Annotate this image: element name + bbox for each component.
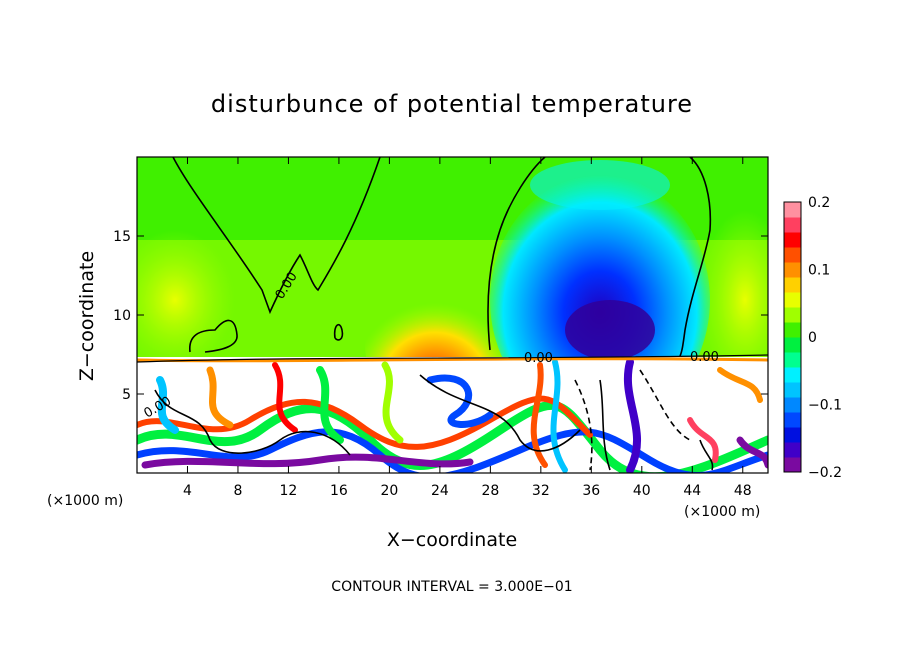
cyan-upper: [530, 160, 670, 210]
colorbar-swatch: [784, 247, 801, 263]
colorbar-swatch: [784, 352, 801, 368]
colorbar: 0.2 0.1 0 −0.1 −0.2: [783, 195, 842, 481]
x-tick-label: 48: [734, 483, 752, 499]
colorbar-swatch: [784, 442, 801, 458]
colorbar-swatch: [784, 337, 801, 353]
colorbar-swatch: [784, 292, 801, 308]
plot-area: 0.00 0.00 0.00 0.00: [137, 157, 768, 473]
colorbar-swatch: [784, 307, 801, 323]
colorbar-swatch: [784, 397, 801, 413]
x-tick-label: 32: [532, 483, 550, 499]
x-tick-label: 4: [183, 483, 192, 499]
colorbar-tick-label: 0.2: [808, 195, 830, 211]
x-tick-label: 24: [431, 483, 449, 499]
colorbar-swatch: [784, 277, 801, 293]
colorbar-tick-label: 0.1: [808, 263, 830, 279]
y-tick-label: 10: [113, 308, 131, 324]
colorbar-swatch: [784, 217, 801, 233]
colorbar-swatch: [784, 322, 801, 338]
colorbar-swatch: [784, 412, 801, 428]
x-axis-title: X−coordinate: [387, 529, 517, 551]
colorbar-frame: [783, 201, 802, 473]
colorbar-swatch: [784, 232, 801, 248]
yellow-blob-left: [137, 230, 235, 370]
contour-interval-note: CONTOUR INTERVAL = 3.000E−01: [331, 579, 572, 595]
y-tick-label: 5: [122, 387, 131, 403]
colorbar-swatch: [784, 427, 801, 443]
colorbar-tick-label: −0.1: [808, 398, 842, 414]
x-unit-right: (×1000 m): [684, 504, 760, 520]
colorbar-tick-label: 0: [808, 330, 817, 346]
y-axis-title: Z−coordinate: [76, 251, 98, 381]
x-unit-left: (×1000 m): [47, 493, 123, 509]
colorbar-swatch: [784, 382, 801, 398]
x-axis: 4 8 12 16 20 24 28 32 36 40 44 48: [183, 157, 752, 499]
x-tick-label: 12: [280, 483, 298, 499]
contour-label-mid: 0.00: [524, 351, 553, 366]
x-tick-label: 40: [633, 483, 651, 499]
x-tick-label: 20: [380, 483, 398, 499]
lower-layer-bands: [137, 357, 768, 473]
colorbar-swatch: [784, 262, 801, 278]
colorbar-swatch: [784, 457, 801, 473]
colorbar-swatch: [784, 202, 801, 218]
x-tick-label: 8: [233, 483, 242, 499]
chart-title: disturbunce of potential temperature: [211, 90, 693, 118]
x-tick-label: 28: [481, 483, 499, 499]
colorbar-tick-label: −0.2: [808, 465, 842, 481]
colorbar-swatch: [784, 367, 801, 383]
x-tick-label: 16: [330, 483, 348, 499]
yellow-blob-right: [700, 210, 768, 390]
y-tick-label: 15: [113, 229, 131, 245]
contour-label-right: 0.00: [690, 350, 719, 365]
contour-lines: [137, 157, 768, 471]
cold-anomaly-core: [565, 300, 655, 360]
x-tick-label: 36: [582, 483, 600, 499]
y-axis: 5 10 15: [113, 229, 768, 403]
x-tick-label: 44: [683, 483, 701, 499]
